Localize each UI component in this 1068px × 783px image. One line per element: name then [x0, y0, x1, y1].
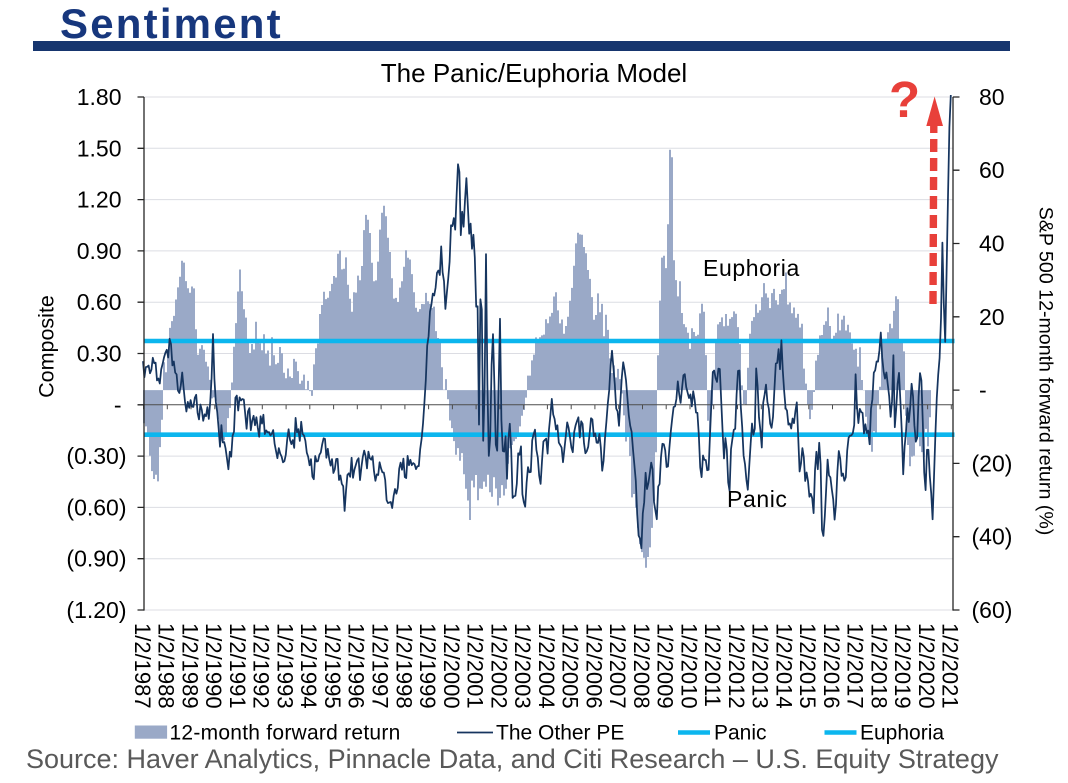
- svg-text:1/2/1989: 1/2/1989: [177, 623, 202, 709]
- svg-text:1/2/1997: 1/2/1997: [368, 623, 393, 709]
- svg-text:1/2/1993: 1/2/1993: [273, 623, 298, 709]
- svg-text:1/2/2008: 1/2/2008: [629, 623, 654, 709]
- svg-text:1/2/1999: 1/2/1999: [415, 623, 440, 709]
- svg-text:1/2/1996: 1/2/1996: [344, 623, 369, 709]
- svg-text:The Other PE: The Other PE: [496, 722, 624, 745]
- svg-text:(1.20): (1.20): [66, 597, 126, 623]
- svg-text:1/2/2012: 1/2/2012: [724, 623, 749, 709]
- svg-text:1/2/1991: 1/2/1991: [225, 623, 250, 709]
- svg-text:-: -: [114, 392, 122, 418]
- svg-text:1/2/1987: 1/2/1987: [130, 623, 155, 709]
- svg-text:1/2/2011: 1/2/2011: [700, 623, 725, 707]
- svg-text:Euphoria: Euphoria: [860, 722, 944, 745]
- svg-text:12-month forward return: 12-month forward return: [170, 722, 401, 745]
- svg-text:1/2/2007: 1/2/2007: [605, 623, 630, 709]
- svg-text:1/2/2013: 1/2/2013: [748, 623, 773, 709]
- svg-text:(40): (40): [972, 524, 1013, 550]
- svg-text:1/2/2000: 1/2/2000: [439, 623, 464, 709]
- svg-text:(0.30): (0.30): [66, 443, 126, 469]
- svg-text:Composite: Composite: [35, 295, 59, 398]
- svg-text:1/2/1990: 1/2/1990: [201, 623, 226, 709]
- svg-text:Panic: Panic: [727, 486, 788, 512]
- svg-text:0.60: 0.60: [77, 289, 122, 315]
- svg-text:1/2/2017: 1/2/2017: [843, 623, 868, 709]
- svg-text:1/2/2010: 1/2/2010: [676, 623, 701, 709]
- svg-text:1/2/2015: 1/2/2015: [795, 623, 820, 709]
- svg-text:1/2/2021: 1/2/2021: [938, 623, 963, 709]
- svg-text:S&P 500 12-month forward retur: S&P 500 12-month forward return (%): [1034, 207, 1056, 536]
- svg-text:(20): (20): [972, 450, 1013, 476]
- svg-text:1/2/2005: 1/2/2005: [558, 623, 583, 709]
- svg-text:1/2/2003: 1/2/2003: [510, 623, 535, 709]
- svg-text:1/2/2004: 1/2/2004: [534, 623, 559, 709]
- svg-text:(0.60): (0.60): [66, 494, 126, 520]
- svg-text:1/2/2009: 1/2/2009: [653, 623, 678, 709]
- svg-text:1/2/2002: 1/2/2002: [486, 623, 511, 709]
- svg-text:1/2/1998: 1/2/1998: [391, 623, 416, 709]
- svg-text:1.80: 1.80: [77, 84, 122, 110]
- svg-text:1/2/2016: 1/2/2016: [819, 623, 844, 709]
- svg-text:1/2/1994: 1/2/1994: [296, 623, 321, 709]
- svg-text:60: 60: [979, 157, 1005, 183]
- svg-text:1/2/2014: 1/2/2014: [771, 623, 796, 709]
- svg-text:(0.90): (0.90): [66, 546, 126, 572]
- svg-text:1.50: 1.50: [77, 135, 122, 161]
- svg-text:1/2/1988: 1/2/1988: [154, 623, 179, 709]
- svg-text:Euphoria: Euphoria: [703, 255, 800, 281]
- svg-text:-: -: [979, 377, 987, 403]
- svg-text:The Panic/Euphoria Model: The Panic/Euphoria Model: [381, 58, 687, 88]
- svg-text:1/2/1995: 1/2/1995: [320, 623, 345, 709]
- svg-text:1/2/2018: 1/2/2018: [867, 623, 892, 709]
- svg-text:1/2/2020: 1/2/2020: [914, 623, 939, 709]
- svg-text:1.20: 1.20: [77, 187, 122, 213]
- svg-text:0.30: 0.30: [77, 341, 122, 367]
- svg-text:1/2/2001: 1/2/2001: [463, 623, 488, 709]
- svg-text:1/2/2006: 1/2/2006: [581, 623, 606, 709]
- svg-text:1/2/1992: 1/2/1992: [249, 623, 274, 709]
- svg-text:?: ?: [889, 71, 920, 128]
- svg-text:Panic: Panic: [714, 722, 767, 745]
- svg-text:0.90: 0.90: [77, 238, 122, 264]
- svg-text:80: 80: [979, 84, 1005, 110]
- svg-text:(60): (60): [972, 597, 1013, 623]
- svg-text:40: 40: [979, 231, 1005, 257]
- svg-text:1/2/2019: 1/2/2019: [890, 623, 915, 709]
- svg-text:20: 20: [979, 304, 1005, 330]
